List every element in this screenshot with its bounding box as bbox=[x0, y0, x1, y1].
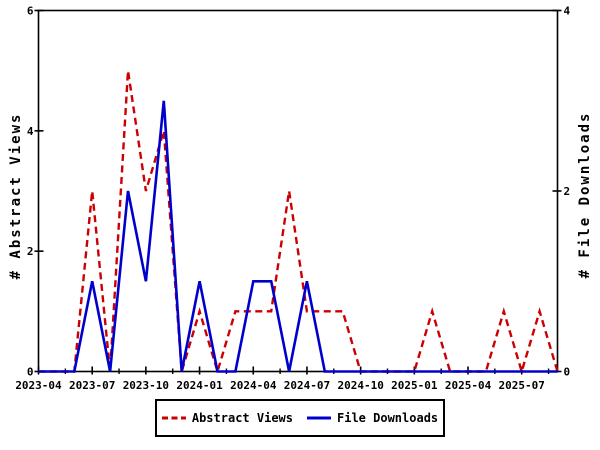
x-tick-label: 2023-04 bbox=[15, 379, 62, 392]
left-y-tick-label: 6 bbox=[27, 5, 34, 18]
left-y-tick-label: 0 bbox=[27, 366, 34, 379]
x-tick-label: 2024-01 bbox=[176, 379, 223, 392]
x-tick-label: 2024-07 bbox=[284, 379, 330, 392]
right-y-tick-label: 0 bbox=[564, 366, 571, 379]
series-line-file-downloads bbox=[38, 100, 558, 373]
x-tick-label: 2025-01 bbox=[391, 379, 438, 392]
x-tick-label: 2023-10 bbox=[123, 379, 169, 392]
dashed-line-sample-icon bbox=[161, 416, 186, 420]
left-y-tick-label: 2 bbox=[27, 245, 34, 258]
x-tick-label: 2024-04 bbox=[230, 379, 277, 392]
right-y-tick-label: 2 bbox=[564, 185, 571, 198]
solid-line-sample-icon bbox=[307, 416, 331, 420]
left-y-tick-label: 4 bbox=[27, 125, 34, 138]
legend-item-abstract-views: Abstract Views bbox=[161, 411, 293, 425]
left-axis-title: # Abstract Views bbox=[8, 112, 24, 280]
x-tick-label: 2024-10 bbox=[337, 379, 383, 392]
right-y-tick-label: 4 bbox=[564, 5, 571, 18]
x-tick-label: 2023-07 bbox=[69, 379, 115, 392]
legend: Abstract Views File Downloads bbox=[155, 399, 445, 437]
legend-label-file-downloads: File Downloads bbox=[337, 411, 439, 425]
x-tick-label: 2025-07 bbox=[499, 379, 545, 392]
x-tick-label: 2025-04 bbox=[445, 379, 492, 392]
legend-label-abstract-views: Abstract Views bbox=[191, 411, 293, 425]
legend-item-file-downloads: File Downloads bbox=[307, 411, 438, 425]
right-axis-title: # File Downloads bbox=[577, 111, 593, 279]
